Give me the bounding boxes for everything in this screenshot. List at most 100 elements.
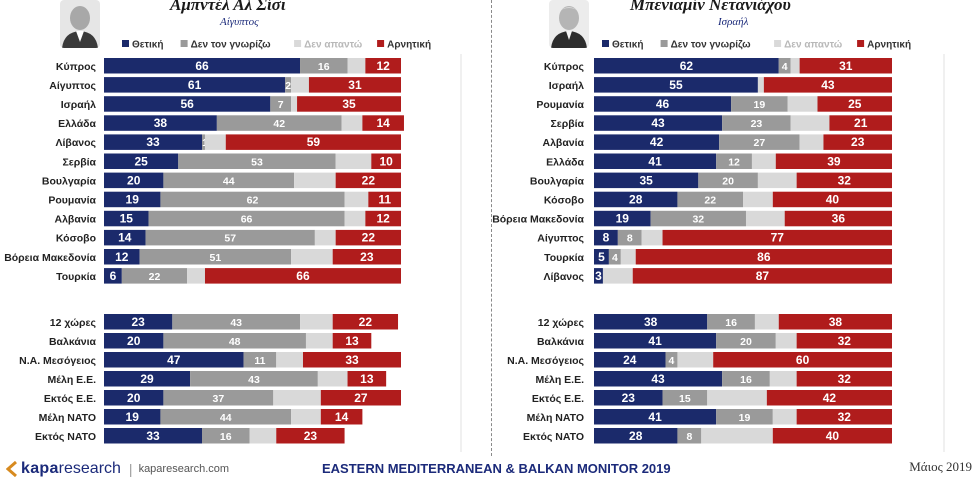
data-label: 27 [354, 391, 368, 405]
bar-segment [796, 172, 892, 189]
data-label: 42 [823, 391, 837, 405]
bar-segment [698, 172, 758, 189]
category-label: Μέλη Ε.Ε. [48, 374, 97, 386]
bar-segment [757, 77, 764, 93]
bar-segment [594, 153, 717, 169]
bar-segment [743, 191, 773, 208]
bar-segment [751, 153, 776, 169]
bar-segment [341, 115, 363, 131]
bar-segment [677, 191, 743, 208]
bar-segment [270, 96, 292, 112]
bar-segment [745, 210, 785, 227]
bar-segment [160, 409, 292, 425]
bar-segment [722, 371, 770, 387]
bar-segment [662, 229, 892, 246]
panel-subtitle: Ισραήλ [718, 16, 749, 28]
legend-label: Θετική [132, 40, 163, 51]
bar-segment [160, 191, 345, 208]
bar-segment [641, 229, 663, 246]
data-label: 66 [241, 214, 253, 226]
bar-segment [291, 96, 298, 112]
legend-label: Θετική [612, 40, 643, 51]
brand-separator: | [128, 461, 133, 477]
bar-segment [163, 333, 306, 349]
data-label: 7 [278, 99, 284, 111]
category-label: Ν.Α. Μεσόγειος [507, 355, 584, 367]
bar-segment [368, 191, 401, 208]
category-label: Κύπρος [56, 61, 97, 73]
bar-segment [332, 249, 401, 265]
data-label: 36 [832, 212, 846, 226]
data-label: 16 [318, 61, 330, 73]
data-label: 23 [751, 118, 763, 130]
bar-segment [104, 371, 191, 387]
data-label: 12 [728, 156, 740, 168]
bar-segment [276, 352, 303, 368]
data-label: 4 [669, 355, 675, 367]
data-label: 23 [360, 250, 374, 264]
data-label: 16 [725, 317, 737, 329]
data-label: 66 [195, 59, 209, 73]
bar-segment [104, 249, 140, 265]
data-label: 41 [648, 334, 662, 348]
bar-segment [716, 153, 752, 169]
bar-segment [332, 314, 399, 330]
data-label: 20 [740, 336, 752, 348]
data-label: 59 [307, 135, 321, 149]
bar-segment [707, 314, 755, 330]
data-label: 8 [686, 431, 692, 443]
bar-segment [104, 77, 286, 93]
data-label: 87 [756, 269, 770, 283]
category-label: Ν.Α. Μεσόγειος [19, 355, 96, 367]
bar-segment [371, 153, 401, 169]
category-label: Τουρκία [56, 271, 96, 283]
category-label: Βουλγαρία [42, 175, 97, 187]
category-label: Ρουμανία [536, 99, 584, 111]
bar-segment [302, 352, 401, 368]
data-label: 15 [679, 393, 691, 405]
data-label: 62 [680, 59, 694, 73]
category-label: Κύπρος [544, 61, 585, 73]
brand-site: kaparesearch.com [138, 463, 230, 475]
category-label: Αίγυπτος [49, 80, 96, 92]
data-label: 32 [838, 334, 852, 348]
bar-segment [775, 333, 797, 349]
bar-segment [314, 229, 336, 246]
bar-segment [163, 390, 274, 406]
bar-segment [300, 58, 348, 74]
bar-segment [787, 96, 818, 112]
data-label: 28 [629, 429, 643, 443]
bar-segment [104, 191, 161, 208]
legend-label: Δεν τον γνωρίζω [671, 40, 751, 51]
bar-segment [104, 210, 149, 227]
bar-segment [594, 134, 720, 150]
data-label: 44 [223, 175, 235, 187]
bar-segment [778, 314, 892, 330]
data-label: 39 [827, 154, 841, 168]
category-label: Λίβανος [544, 271, 585, 283]
data-label: 40 [826, 192, 840, 206]
data-label: 10 [379, 154, 393, 168]
data-label: 15 [120, 212, 134, 226]
category-label: Βαλκάνια [537, 336, 585, 348]
data-label: 38 [829, 315, 843, 329]
bar-segment [204, 268, 401, 284]
bar-segment [365, 210, 401, 227]
data-label: 11 [254, 355, 265, 367]
bar-segment [775, 153, 892, 169]
data-label: 55 [669, 78, 683, 92]
panel-title: Μπενιαμίν Νετανιάχου [630, 0, 791, 14]
bar-segment [617, 229, 642, 246]
category-label: Κόσοβο [56, 233, 96, 245]
portrait-icon [60, 0, 100, 48]
bar-segment [594, 249, 609, 265]
data-label: 38 [154, 116, 168, 130]
bar-segment [796, 333, 892, 349]
bar-segment [291, 249, 333, 265]
bar-segment [104, 409, 161, 425]
bar-segment [347, 58, 366, 74]
data-label: 20 [722, 175, 734, 187]
bar-segment [772, 428, 892, 444]
panel-subtitle: Αίγυπτος [220, 16, 259, 28]
